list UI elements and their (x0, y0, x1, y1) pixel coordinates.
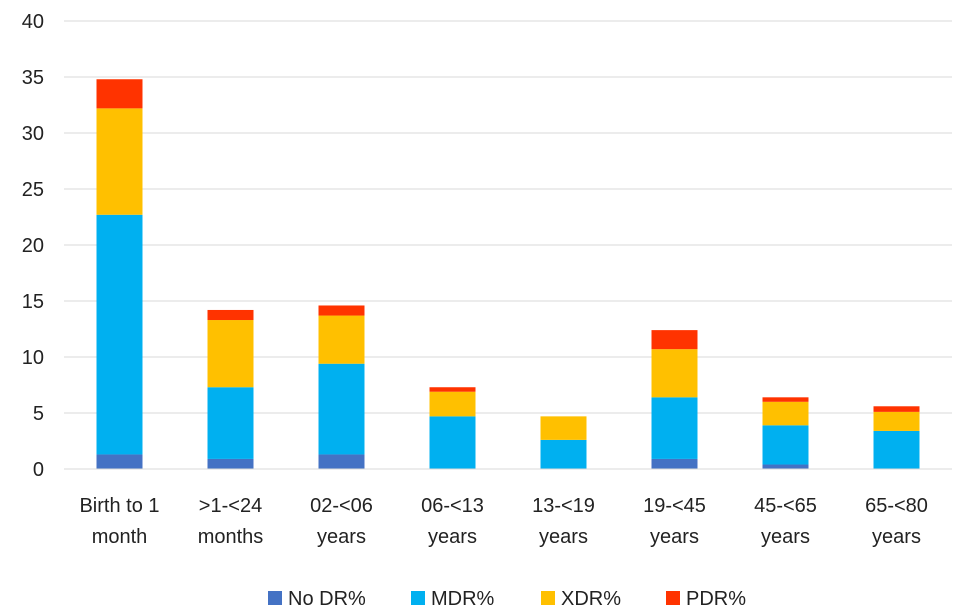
bar-segment-mdr (540, 439, 587, 469)
bar-segment-pdr (318, 305, 365, 316)
y-tick-label: 0 (33, 459, 44, 481)
bar-segment-xdr (540, 416, 587, 440)
bar-segment-xdr (873, 411, 920, 431)
bar-segment-pdr (429, 387, 476, 392)
legend-item: PDR% (666, 588, 746, 610)
bar-segment-pdr (873, 406, 920, 412)
legend-item: MDR% (411, 588, 495, 610)
y-tick-label: 20 (22, 235, 44, 257)
legend-item: No DR% (268, 588, 366, 610)
x-category-label: 02-<06 years (310, 495, 373, 548)
bar-segment-mdr (873, 430, 920, 469)
y-axis-tick-labels: 0 5 10 15 20 25 30 35 40 (22, 11, 44, 481)
bar-segment-xdr (429, 391, 476, 417)
x-category-label: 19-<45 years (643, 495, 706, 548)
bar-segment-mdr (429, 416, 476, 469)
bar-segment-mdr (96, 214, 143, 455)
legend-label: MDR% (431, 588, 495, 610)
x-category-label: >1-<24 months (198, 495, 264, 548)
bar-segment-xdr (651, 349, 698, 398)
bar-segment-xdr (762, 401, 809, 426)
bars (96, 79, 920, 469)
y-tick-label: 25 (22, 179, 44, 201)
legend-label: XDR% (561, 588, 621, 610)
legend-item: XDR% (541, 588, 621, 610)
x-category-label: 06-<13 years (421, 495, 484, 548)
bar-segment-mdr (207, 387, 254, 459)
legend-label: No DR% (288, 588, 366, 610)
bar-segment-xdr (207, 320, 254, 388)
y-tick-label: 40 (22, 11, 44, 33)
y-tick-label: 10 (22, 347, 44, 369)
legend-swatch (541, 591, 555, 605)
x-category-label: 65-<80 years (865, 495, 928, 548)
y-tick-label: 15 (22, 291, 44, 313)
legend: No DR% MDR% XDR% PDR% (268, 588, 746, 610)
bar-segment-mdr (318, 363, 365, 455)
legend-label: PDR% (686, 588, 746, 610)
x-category-label: Birth to 1 month (79, 495, 159, 548)
bar-segment-no-dr (318, 454, 365, 469)
x-axis-category-labels: Birth to 1 month >1-<24 months 02-<06 years 06… (79, 495, 927, 548)
x-category-label: 45-<65 years (754, 495, 817, 548)
bar-segment-pdr (207, 309, 254, 321)
x-category-label: 13-<19 years (532, 495, 595, 548)
bar-segment-mdr (762, 425, 809, 465)
bar-segment-no-dr (207, 458, 254, 469)
legend-swatch (411, 591, 425, 605)
y-tick-label: 30 (22, 123, 44, 145)
bar-segment-no-dr (96, 454, 143, 469)
legend-swatch (268, 591, 282, 605)
bar-segment-xdr (96, 108, 143, 215)
bar-segment-mdr (651, 397, 698, 459)
legend-swatch (666, 591, 680, 605)
bar-segment-pdr (762, 397, 809, 402)
bar-segment-xdr (318, 315, 365, 364)
bar-segment-no-dr (651, 458, 698, 469)
bar-segment-no-dr (762, 464, 809, 469)
gridlines (64, 20, 952, 414)
y-tick-label: 35 (22, 67, 44, 89)
y-tick-label: 5 (33, 403, 44, 425)
bar-segment-pdr (96, 79, 143, 109)
bar-segment-pdr (651, 330, 698, 350)
